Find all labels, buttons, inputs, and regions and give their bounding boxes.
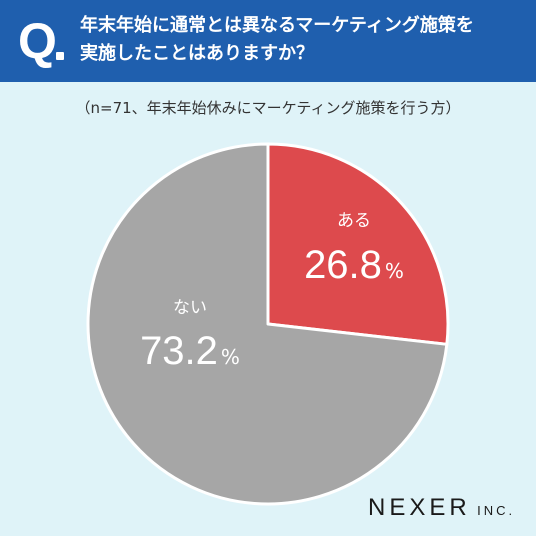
pie-slice-1 <box>266 142 450 346</box>
q-dot-icon <box>56 52 64 60</box>
slice-value-1: 26.8% <box>304 243 404 287</box>
question-line-2: 実施したことはありますか？ <box>80 43 314 64</box>
q-mark: Q <box>18 13 57 69</box>
slice-value-2: 73.2% <box>140 329 240 373</box>
logo-main: NEXER <box>368 494 471 521</box>
question-header: Q 年末年始に通常とは異なるマーケティング施策を 実施したことはありますか？ <box>0 0 536 82</box>
company-logo: NEXER INC. <box>368 494 515 522</box>
question-line-1: 年末年始に通常とは異なるマーケティング施策を <box>80 15 474 36</box>
question-text: 年末年始に通常とは異なるマーケティング施策を 実施したことはありますか？ <box>80 12 520 68</box>
sample-note: （n=71、年末年始休みにマーケティング施策を行う方） <box>75 99 461 117</box>
pie-slice-2 <box>86 142 449 506</box>
slice-label-2: ない <box>173 298 207 318</box>
slice-label-1: ある <box>337 211 371 231</box>
logo-sub: INC. <box>477 503 516 518</box>
